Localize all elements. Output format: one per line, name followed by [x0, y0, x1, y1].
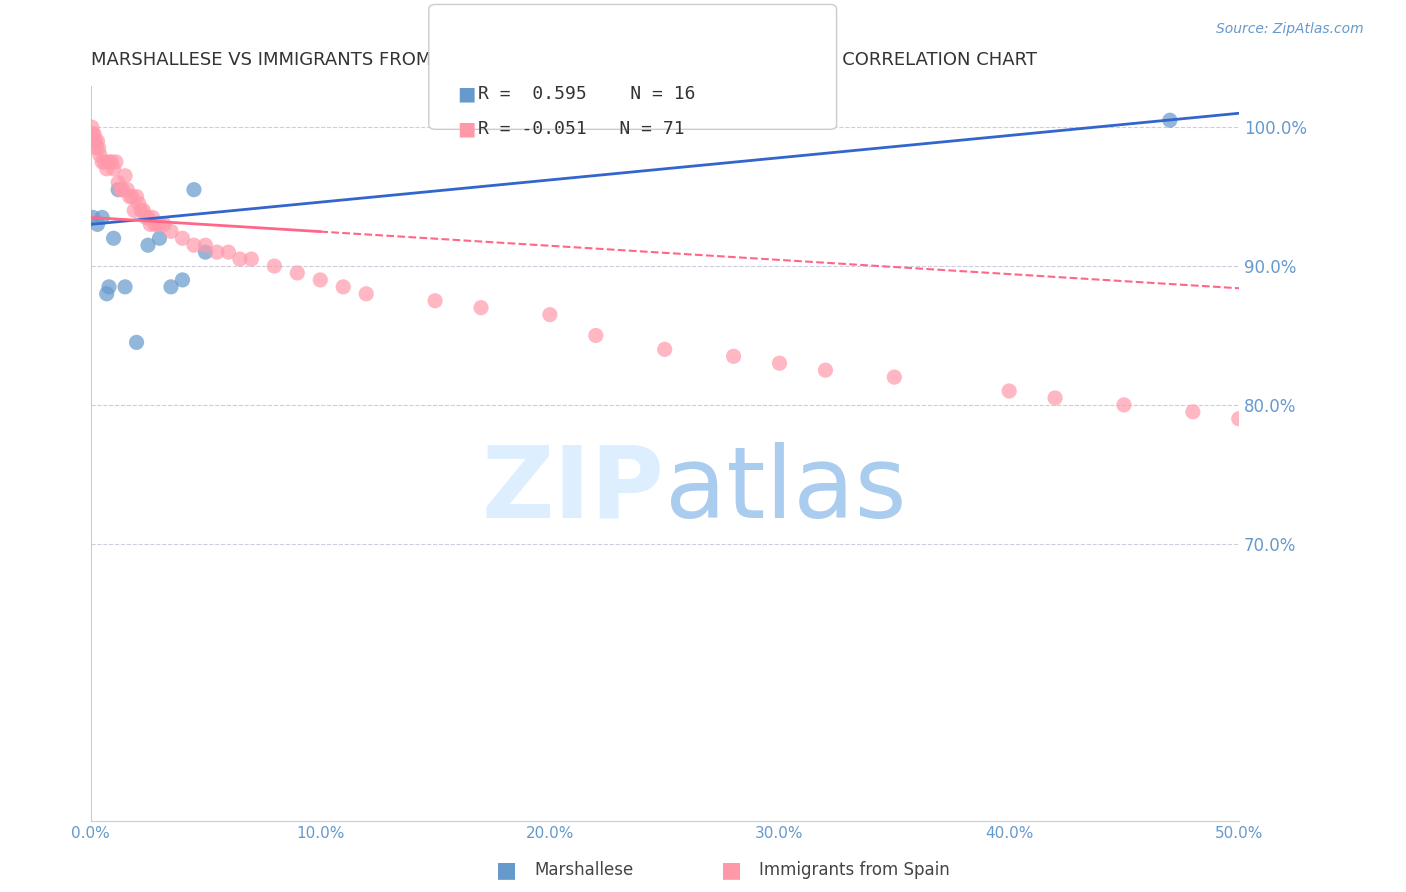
- Point: [263, 259, 285, 273]
- Text: ■: ■: [457, 84, 475, 103]
- Point: [183, 238, 205, 252]
- Point: [86, 218, 108, 232]
- Point: [122, 203, 145, 218]
- Point: [183, 183, 205, 197]
- Point: [146, 218, 169, 232]
- Point: [148, 231, 170, 245]
- Point: [1227, 411, 1250, 425]
- Point: [654, 343, 676, 357]
- Point: [117, 183, 139, 197]
- Point: [91, 154, 114, 169]
- Point: [160, 224, 183, 238]
- Point: [172, 273, 194, 287]
- Text: ■: ■: [457, 120, 475, 139]
- Point: [1343, 425, 1365, 440]
- Point: [723, 349, 745, 363]
- Point: [83, 127, 105, 141]
- Text: Marshallese: Marshallese: [534, 861, 634, 879]
- Text: Source: ZipAtlas.com: Source: ZipAtlas.com: [1216, 22, 1364, 37]
- Point: [136, 211, 159, 225]
- Point: [814, 363, 837, 377]
- Point: [768, 356, 790, 370]
- Point: [160, 280, 183, 294]
- Text: MARSHALLESE VS IMMIGRANTS FROM SPAIN 1 OR MORE VEHICLES IN HOUSEHOLD CORRELATION: MARSHALLESE VS IMMIGRANTS FROM SPAIN 1 O…: [90, 51, 1036, 69]
- Point: [332, 280, 354, 294]
- Point: [110, 183, 132, 197]
- Point: [354, 286, 377, 301]
- Point: [93, 154, 115, 169]
- Point: [153, 218, 176, 232]
- Text: ■: ■: [496, 860, 516, 880]
- Point: [107, 183, 129, 197]
- Point: [129, 203, 152, 218]
- Point: [84, 134, 107, 148]
- Point: [1159, 113, 1181, 128]
- Point: [143, 218, 166, 232]
- Point: [103, 161, 125, 176]
- Point: [139, 218, 162, 232]
- Text: Immigrants from Spain: Immigrants from Spain: [759, 861, 950, 879]
- Point: [194, 245, 217, 260]
- Point: [205, 245, 228, 260]
- Point: [107, 176, 129, 190]
- Text: R =  0.595    N = 16: R = 0.595 N = 16: [478, 85, 696, 103]
- Point: [118, 189, 141, 203]
- Point: [96, 286, 118, 301]
- Point: [98, 154, 121, 169]
- Text: R = -0.051   N = 71: R = -0.051 N = 71: [478, 120, 685, 138]
- Point: [538, 308, 561, 322]
- Point: [194, 238, 217, 252]
- Point: [89, 148, 111, 162]
- Text: atlas: atlas: [665, 442, 907, 539]
- Point: [172, 231, 194, 245]
- Point: [285, 266, 308, 280]
- Point: [470, 301, 492, 315]
- Point: [229, 252, 252, 266]
- Point: [125, 335, 148, 350]
- Point: [217, 245, 239, 260]
- Point: [104, 154, 127, 169]
- Point: [121, 189, 143, 203]
- Point: [91, 211, 114, 225]
- Text: ■: ■: [721, 860, 741, 880]
- Point: [114, 280, 136, 294]
- Point: [125, 189, 148, 203]
- Point: [1112, 398, 1135, 412]
- Point: [82, 211, 104, 225]
- Point: [423, 293, 446, 308]
- Point: [80, 120, 103, 135]
- Point: [128, 196, 150, 211]
- Point: [96, 161, 118, 176]
- Point: [142, 211, 165, 225]
- Point: [82, 127, 104, 141]
- Point: [585, 328, 607, 343]
- Point: [998, 384, 1021, 398]
- Point: [309, 273, 332, 287]
- Point: [136, 238, 159, 252]
- Point: [132, 203, 155, 218]
- Point: [86, 134, 108, 148]
- Text: ZIP: ZIP: [482, 442, 665, 539]
- Point: [87, 141, 110, 155]
- Point: [240, 252, 263, 266]
- Point: [883, 370, 905, 384]
- Point: [1274, 418, 1296, 433]
- Point: [103, 231, 125, 245]
- Point: [1181, 405, 1204, 419]
- Point: [98, 280, 121, 294]
- Point: [86, 141, 108, 155]
- Point: [148, 218, 170, 232]
- Point: [135, 211, 157, 225]
- Point: [100, 154, 122, 169]
- Point: [114, 169, 136, 183]
- Point: [111, 183, 134, 197]
- Point: [1043, 391, 1066, 405]
